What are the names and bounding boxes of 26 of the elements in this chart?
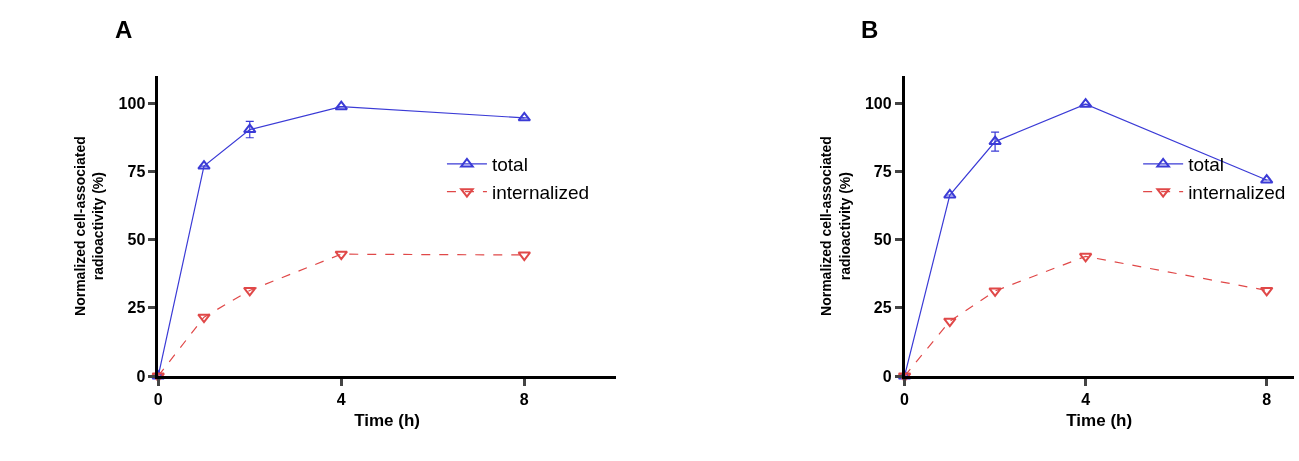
y-axis-title: Normalized cell-associated radioactivity (%): [818, 136, 853, 316]
x-axis-title: Time (h): [1066, 411, 1133, 431]
x-tick-label: 8: [519, 390, 529, 408]
x-tick-label: 8: [1262, 390, 1272, 408]
chart-title: A: [115, 16, 133, 43]
x-tick-label: 0: [900, 390, 910, 408]
legend-label: internalized: [1188, 182, 1286, 204]
y-tick-label: 75: [127, 163, 146, 181]
y-tick-label: 75: [873, 163, 892, 181]
y-tick-label: 0: [136, 367, 146, 385]
x-tick-label: 4: [1081, 390, 1091, 408]
legend-label: total: [1188, 154, 1225, 176]
y-tick-label: 25: [873, 299, 892, 317]
y-tick-label: 50: [873, 231, 892, 249]
y-tick-label: 25: [127, 299, 146, 317]
legend-label: total: [491, 154, 528, 176]
y-tick-label: 0: [882, 367, 892, 385]
y-tick-label: 50: [127, 231, 146, 249]
y-tick-label: 100: [864, 95, 892, 113]
legend-label: internalized: [491, 182, 590, 204]
chart-title: B: [861, 16, 879, 43]
y-tick-label: 100: [118, 95, 146, 113]
x-tick-label: 0: [153, 390, 163, 408]
x-axis-title: Time (h): [354, 411, 420, 431]
y-axis-title: Normalized cell-associated radioactivity (%): [71, 136, 107, 316]
x-tick-label: 4: [336, 390, 346, 408]
